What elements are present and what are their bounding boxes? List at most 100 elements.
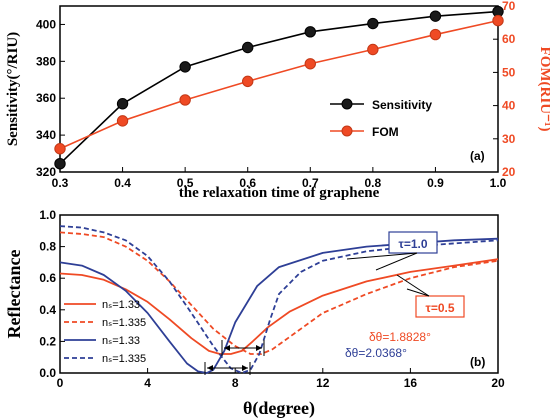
panel-a-right-y-tick-label: 60 <box>502 32 516 46</box>
panel-a-x-tick-label: 1.0 <box>490 176 507 190</box>
tau-1-pointer-b <box>375 252 418 271</box>
legend-label-ns133-blue: nₛ=1.33 <box>102 335 140 347</box>
legend-label-ns1335-red: nₛ=1.335 <box>102 317 146 329</box>
legend-item-ns1335-blue: nₛ=1.335 <box>64 353 146 365</box>
panel-b-label: (b) <box>470 355 485 369</box>
panel-a-y-tick-label: 380 <box>36 54 56 68</box>
delta-theta-2-label: δθ=2.0368° <box>345 346 407 360</box>
legend-item-ns133-blue: nₛ=1.33 <box>64 335 140 347</box>
panel-b-x-tick-label: 12 <box>316 376 330 390</box>
data-point-sensitivity <box>304 26 316 38</box>
tau-1-annotation: τ=1.0 <box>346 231 438 271</box>
tau-05-pointer-a <box>396 274 430 297</box>
data-point-sensitivity <box>54 158 66 170</box>
panel-b-x-tick-label: 0 <box>57 376 64 390</box>
panel-a: 0.3 0.4 0.5 0.6 0.7 0.8 0.9 1.0 320340360380400… <box>5 0 550 201</box>
legend-item-ns133-red: nₛ=1.33 <box>64 299 140 311</box>
data-point-fom <box>367 43 379 56</box>
delta-theta-1-label: δθ=1.8828° <box>369 330 431 344</box>
panel-a-label: (a) <box>470 149 485 163</box>
data-point-sensitivity <box>429 10 442 22</box>
panel-a-x-tick-label: 0.8 <box>365 176 382 190</box>
panel-b-series <box>59 225 499 374</box>
legend-marker-fom <box>341 125 353 137</box>
panel-a-x-tick-label: 0.3 <box>52 176 69 190</box>
panel-b-y-tick-label: 1.0 <box>39 208 56 222</box>
panel-b-y-tick-label: 0.2 <box>39 334 56 348</box>
panel-a-x-ticks: 0.3 0.4 0.5 0.6 0.7 0.8 0.9 1.0 <box>52 167 507 190</box>
panel-b-y-axis-label: Reflectance <box>4 250 24 339</box>
legend-item-fom: FOM <box>330 125 399 139</box>
panel-a-x-axis-label: the relaxation time of graphene <box>179 185 380 201</box>
panel-b-legend: nₛ=1.33 nₛ=1.335 nₛ=1.33 nₛ=1.335 <box>64 299 146 365</box>
series-line-sensitivity <box>59 10 499 165</box>
data-point-sensitivity <box>179 61 191 73</box>
tau-05-box <box>415 295 465 318</box>
tau-1-label: τ=1.0 <box>398 237 427 251</box>
delta-theta-markers <box>204 340 265 375</box>
data-point-sensitivity <box>367 17 379 30</box>
tau-05-label: τ=0.5 <box>425 301 454 315</box>
panel-b-frame <box>59 214 499 374</box>
data-point-fom <box>304 58 316 70</box>
panel-a-x-tick-label: 0.9 <box>427 176 444 190</box>
panel-a-x-tick-label: 0.4 <box>114 176 131 190</box>
panel-b-x-tick-label: 4 <box>144 376 151 390</box>
panel-b-y-ticks: 0.0 0.2 0.4 0.6 0.8 1.0 <box>39 208 65 380</box>
panel-b-y-tick-label: 0.0 <box>39 366 56 380</box>
data-point-fom <box>242 75 254 88</box>
panel-a-right-y-tick-label: 40 <box>502 99 516 113</box>
data-point-sensitivity <box>116 98 129 110</box>
panel-a-y-tick-label: 340 <box>36 128 56 142</box>
data-point-fom <box>492 14 504 27</box>
legend-marker-sensitivity <box>341 98 353 110</box>
legend-item-sensitivity: Sensitivity <box>330 98 432 112</box>
reflectance-curve-2 <box>59 231 499 355</box>
panel-a-y-tick-label: 320 <box>36 165 56 179</box>
panel-a-series <box>54 5 504 170</box>
panel-a-right-y-tick-label: 50 <box>502 65 516 79</box>
panel-a-y-axis-label: Sensitivity(°/RIU) <box>5 32 21 146</box>
panel-a-right-y-ticks: 20 30 40 50 60 70 <box>493 0 516 179</box>
panel-a-right-y-axis-label: FOM(RIU⁻¹) <box>537 47 550 132</box>
tau-05-annotation: τ=0.5 <box>396 274 465 318</box>
legend-label-ns133-red: nₛ=1.33 <box>102 299 140 311</box>
legend-label-ns1335-blue: nₛ=1.335 <box>102 353 146 365</box>
panel-b-x-tick-label: 8 <box>232 376 239 390</box>
panel-a-x-tick-label: 0.6 <box>239 176 256 190</box>
panel-b-x-ticks: 0 4 8 12 16 20 <box>57 368 505 390</box>
panel-b-x-axis-label: θ(degree) <box>243 398 315 419</box>
legend-label-sensitivity: Sensitivity <box>372 98 432 112</box>
delta-arrowheads <box>207 345 262 371</box>
data-point-fom <box>179 94 191 106</box>
tau-05-pointer-b <box>406 288 430 297</box>
data-point-fom <box>429 28 442 41</box>
series-line-fom <box>59 19 499 150</box>
panel-a-y-ticks: 320 340 360 380 400 <box>36 17 65 179</box>
legend-item-ns1335-red: nₛ=1.335 <box>64 317 146 329</box>
reflectance-curve-3 <box>59 237 499 374</box>
panel-b-y-tick-label: 0.8 <box>39 240 56 254</box>
panel-a-right-y-tick-label: 70 <box>502 0 516 13</box>
panel-b-x-tick-label: 20 <box>491 376 505 390</box>
panel-a-right-y-tick-label: 20 <box>502 165 516 179</box>
panel-a-y-tick-label: 400 <box>36 17 56 31</box>
panel-a-right-y-tick-label: 30 <box>502 132 516 146</box>
panel-a-y-tick-label: 360 <box>36 91 56 105</box>
panel-b-x-tick-label: 16 <box>404 376 418 390</box>
data-point-fom <box>54 143 66 155</box>
panel-a-legend: Sensitivity FOM <box>330 98 432 139</box>
legend-label-fom: FOM <box>372 125 399 139</box>
reflectance-curve-1 <box>59 258 499 355</box>
reflectance-curve-4 <box>59 225 499 374</box>
panel-a-x-tick-label: 0.5 <box>177 176 194 190</box>
panel-b-y-tick-label: 0.6 <box>39 271 56 285</box>
panel-b-y-tick-label: 0.4 <box>39 303 56 317</box>
panel-b: 0 4 8 12 16 20 0.0 0.2 0.4 0.6 0.8 1.0 θ(degree) R… <box>4 208 505 419</box>
panel-a-x-tick-label: 0.7 <box>302 176 319 190</box>
panel-a-frame <box>59 5 499 173</box>
data-point-fom <box>116 115 129 127</box>
data-point-sensitivity <box>242 41 254 54</box>
tau-1-pointer-a <box>346 252 418 260</box>
